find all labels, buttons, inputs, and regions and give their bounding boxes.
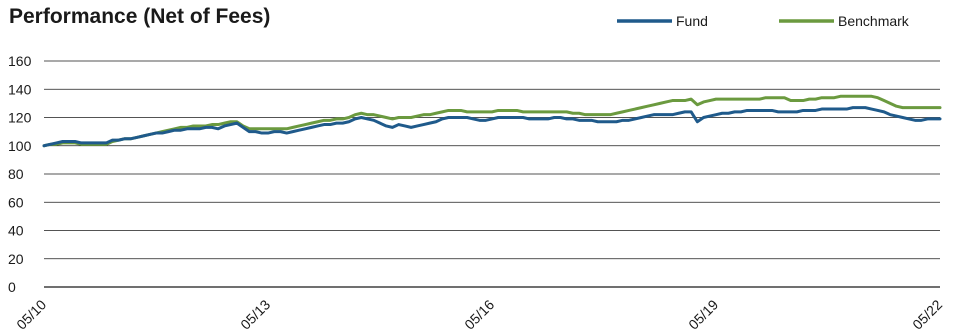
y-tick-label: 20: [8, 251, 24, 267]
y-tick-label: 120: [8, 110, 32, 126]
x-tick-label: 05/22: [909, 296, 945, 332]
axis-layer: 0 20 40 60 80 100 120 140 160 05/10 05/13 05/16 05/1…: [8, 53, 945, 333]
series-line-benchmark: [42, 94, 942, 148]
legend-label-benchmark: Benchmark: [838, 13, 910, 29]
grid-layer: [44, 60, 940, 288]
legend-label-fund: Fund: [676, 13, 708, 29]
x-tick-label: 05/19: [685, 296, 721, 332]
y-tick-label: 0: [8, 279, 16, 295]
chart-title: Performance (Net of Fees): [9, 5, 271, 28]
y-tick-label: 160: [8, 53, 32, 69]
x-tick-label: 05/13: [237, 296, 273, 332]
series-layer: [42, 94, 942, 148]
y-tick-label: 140: [8, 81, 32, 97]
x-tick-label: 05/10: [13, 296, 49, 332]
series-line-fund: [42, 106, 942, 148]
y-tick-label: 100: [8, 138, 32, 154]
x-tick-label: 05/16: [461, 296, 497, 332]
y-tick-label: 60: [8, 194, 24, 210]
y-tick-label: 80: [8, 166, 24, 182]
legend: Fund Benchmark: [617, 13, 910, 29]
y-tick-label: 40: [8, 223, 24, 239]
